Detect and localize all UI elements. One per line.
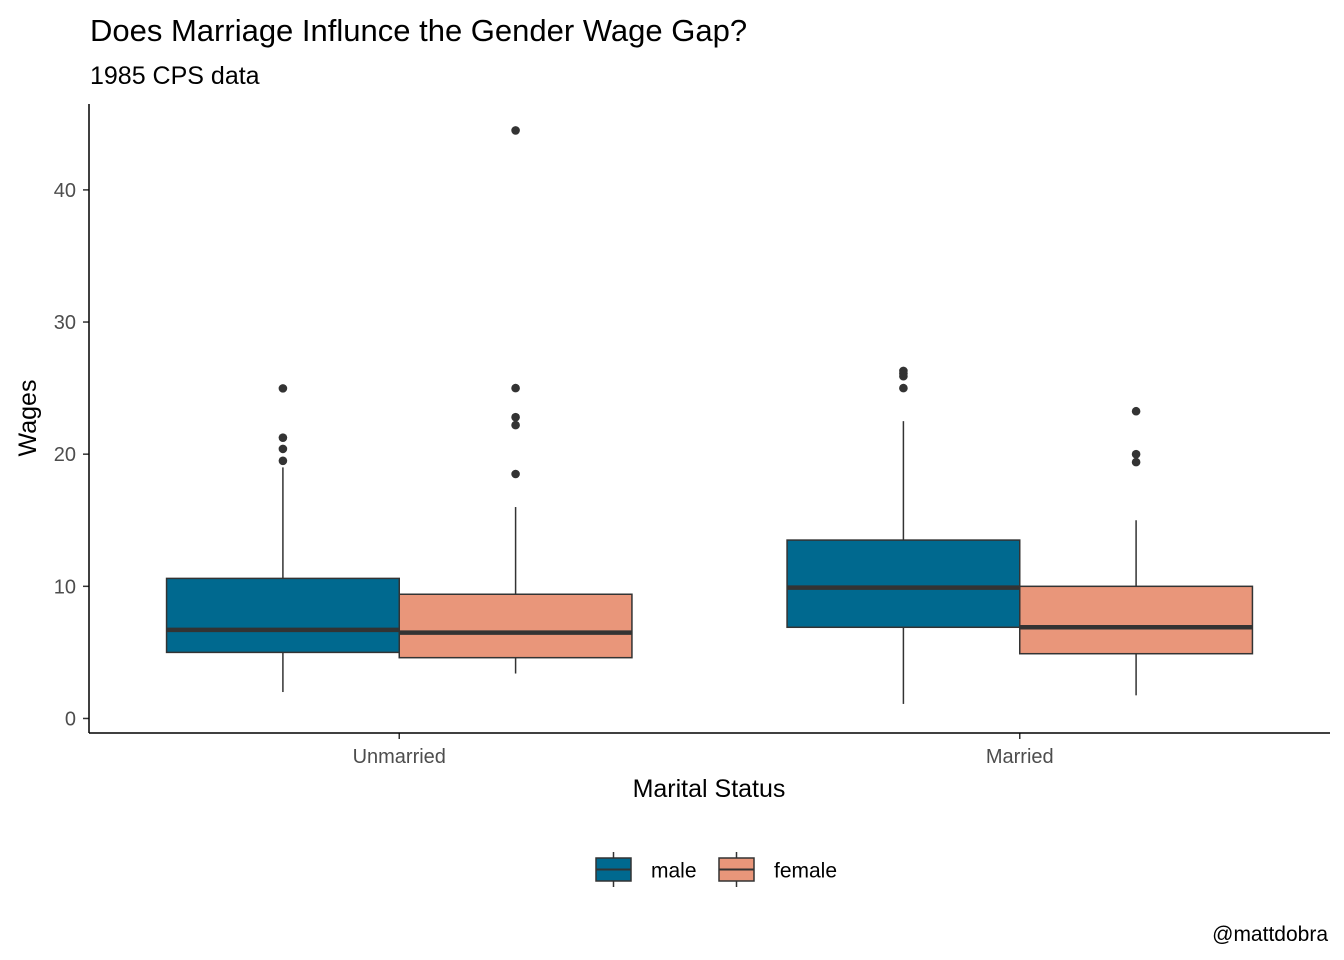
x-axis-title: Marital Status	[633, 775, 786, 803]
outlier-point	[1131, 406, 1141, 416]
boxplot-marks	[165, 126, 1254, 704]
chart-title: Does Marriage Influnce the Gender Wage G…	[90, 13, 747, 48]
outlier-point	[511, 383, 520, 393]
outlier-point	[1131, 449, 1141, 459]
female-box-married	[1019, 406, 1254, 696]
box-iqr	[1019, 585, 1254, 655]
female-box-unmarried	[398, 126, 633, 674]
outlier-point	[1131, 457, 1141, 467]
legend-item-male: male	[595, 852, 697, 887]
box-iqr	[398, 593, 633, 659]
y-tick-label: 10	[54, 576, 76, 598]
outlier-point	[278, 444, 288, 454]
y-axis-title: Wages	[14, 380, 42, 457]
box-iqr	[786, 539, 1021, 629]
legend-label: female	[774, 860, 837, 883]
x-tick-label: Married	[986, 746, 1054, 768]
y-tick-label: 0	[65, 708, 76, 730]
outlier-point	[899, 383, 908, 393]
x-axis-ticks: Unmarried Married	[353, 733, 1054, 768]
y-tick-label: 30	[54, 312, 76, 334]
legend-item-female: female	[718, 852, 837, 887]
outlier-point	[278, 384, 288, 393]
male-box-married	[786, 366, 1021, 704]
outlier-point	[278, 433, 288, 442]
chart-subtitle: 1985 CPS data	[90, 62, 260, 90]
outlier-point	[511, 420, 520, 430]
outlier-point	[899, 366, 908, 376]
legend: male female	[595, 852, 837, 887]
legend-label: male	[651, 860, 697, 883]
y-tick-label: 20	[54, 444, 76, 466]
caption: @mattdobra	[1212, 923, 1328, 946]
outlier-point	[511, 126, 520, 135]
y-axis-ticks: 0 10 20 30 40	[54, 180, 89, 730]
x-tick-label: Unmarried	[353, 746, 446, 768]
outlier-point	[511, 469, 520, 479]
box-iqr	[165, 577, 400, 654]
y-tick-label: 40	[54, 180, 76, 202]
outlier-point	[511, 412, 520, 422]
outlier-point	[278, 456, 288, 466]
male-box-unmarried	[165, 384, 400, 693]
